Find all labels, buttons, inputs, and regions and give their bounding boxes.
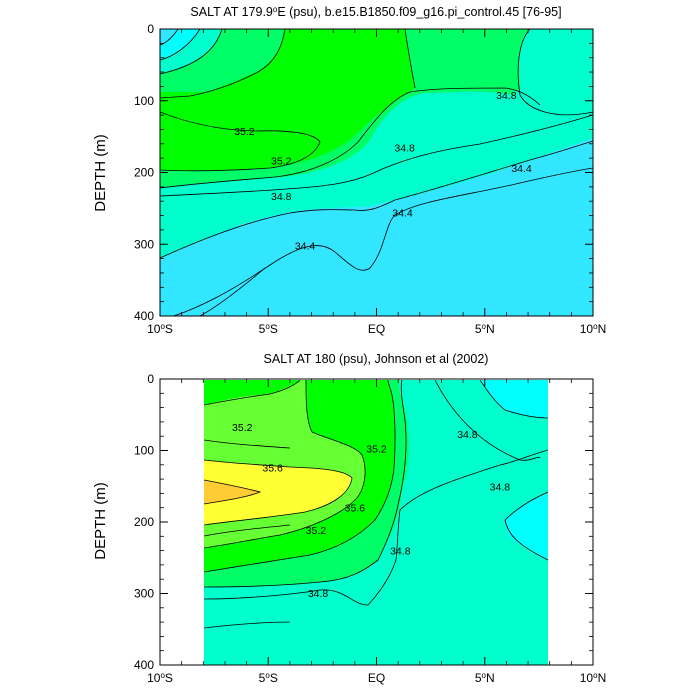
- y-tick-label: 200: [134, 166, 154, 180]
- contour-label: 35.2: [232, 422, 253, 434]
- contour-label: 34.4: [511, 163, 532, 175]
- y-tick-label: 0: [147, 372, 154, 386]
- x-tick-label: EQ: [368, 322, 385, 336]
- fill-level-34.6b: [505, 492, 548, 560]
- x-tick-label: EQ: [368, 671, 385, 685]
- panel-title: SALT AT 180 (psu), Johnson et al (2002): [264, 352, 489, 366]
- contour-line: [160, 29, 201, 61]
- contour-label: 34.4: [295, 241, 316, 253]
- contour-label: 35.2: [271, 155, 292, 167]
- y-axis-label: DEPTH (m): [92, 134, 109, 212]
- contour-line: [504, 491, 548, 521]
- contour-line: [160, 140, 593, 259]
- contour-label: 35.2: [306, 525, 327, 537]
- contour-labels: 35.2 35.6 35.2 34.8 34.8 35.6 35.2 34.8 34.8: [232, 422, 510, 600]
- contour-line: [160, 114, 593, 197]
- y-tick-label: 300: [134, 237, 154, 251]
- contour-label: 34.4: [392, 208, 413, 220]
- contour-label: 34.8: [457, 429, 478, 441]
- contour-label: 34.8: [496, 90, 517, 102]
- contour-line: [517, 29, 593, 116]
- contour-line: [204, 459, 353, 526]
- fill-level-35.2-core: [160, 112, 320, 168]
- contour-label: 34.8: [394, 142, 415, 154]
- contour-line: [172, 167, 593, 316]
- contour-line: [204, 439, 291, 449]
- y-axis-label: DEPTH (m): [92, 482, 109, 560]
- contour-line: [504, 519, 548, 561]
- fill-level-34.6: [480, 380, 548, 418]
- x-tick-label: 10oN: [580, 322, 606, 336]
- x-tick-label: 10oS: [147, 322, 173, 336]
- contour-line: [204, 380, 396, 573]
- x-tick-label: 10oN: [580, 671, 606, 685]
- y-tick-label: 300: [134, 587, 154, 601]
- fill-level-35.6: [204, 460, 352, 525]
- contour-field: [204, 380, 548, 665]
- y-tick-label: 100: [134, 94, 154, 108]
- contour-line: [199, 267, 266, 316]
- panel-observations: SALT AT 180 (psu), Johnson et al (2002) …: [92, 352, 606, 685]
- contour-line: [204, 380, 366, 549]
- x-tick-label: 5oS: [259, 322, 278, 336]
- y-tick-label: 0: [147, 22, 154, 36]
- contour-line: [160, 29, 286, 99]
- contour-label: 35.2: [234, 126, 255, 138]
- x-tick-label: 10oS: [147, 671, 173, 685]
- contour-label: 35.6: [262, 463, 283, 475]
- contour-line: [204, 380, 407, 588]
- fill-level-35.8: [204, 480, 260, 504]
- x-tick-label: 5oS: [259, 671, 278, 685]
- contour-field: [160, 29, 593, 316]
- x-tick-label: 5oN: [475, 671, 495, 685]
- contour-labels: 35.2 35.2 34.8 34.8 34.8 34.4 34.4 34.4: [234, 90, 532, 253]
- contour-label: 35.6: [345, 503, 366, 515]
- contour-line: [160, 29, 223, 75]
- contour-label: 34.8: [271, 191, 292, 203]
- panel-title: SALT AT 179.9oE (psu), b.e15.B1850.f09_g…: [190, 5, 561, 19]
- contour-line: [204, 621, 291, 629]
- fill-corner-c: [160, 29, 178, 45]
- panel-model: SALT AT 179.9oE (psu), b.e15.B1850.f09_g…: [92, 5, 606, 336]
- y-tick-label: 400: [134, 658, 154, 672]
- contour-line: [160, 111, 321, 172]
- contour-line: [204, 449, 548, 606]
- contour-line: [160, 87, 541, 189]
- y-tick-label: 100: [134, 444, 154, 458]
- contour-line: [204, 524, 291, 537]
- contour-line: [204, 380, 301, 406]
- contour-line: [479, 380, 548, 419]
- x-tick-label: 5oN: [475, 322, 495, 336]
- y-tick-label: 200: [134, 515, 154, 529]
- contour-line: [204, 479, 262, 505]
- contour-line: [434, 380, 541, 461]
- contour-label: 34.8: [308, 588, 329, 600]
- contour-label: 35.2: [366, 443, 387, 455]
- contour-line: [160, 29, 179, 46]
- contour-line: [404, 29, 416, 89]
- contour-label: 34.8: [490, 481, 511, 493]
- y-tick-label: 400: [134, 309, 154, 323]
- contour-label: 34.8: [390, 546, 411, 558]
